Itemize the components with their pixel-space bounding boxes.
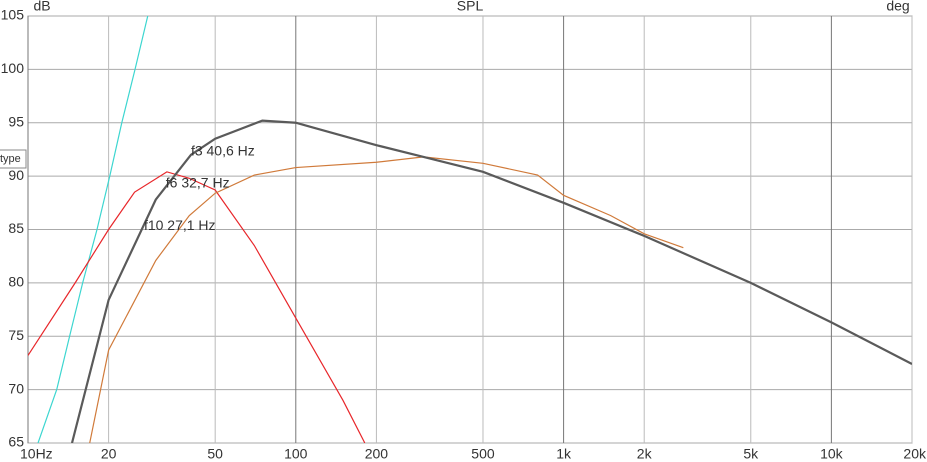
y2-axis-label: deg [886,0,909,14]
y-tick-label: 95 [8,113,24,129]
annotation: f6 32,7 Hz [166,174,230,190]
y-axis-label: dB [33,0,50,14]
x-tick-label: 2k [637,446,653,462]
y-tick-label: 100 [1,60,25,76]
x-tick-label: 200 [365,446,389,462]
x-tick-label: 10Hz [20,446,53,462]
chart-title: SPL [457,0,484,14]
spl-curve [70,119,912,443]
y-tick-label: 85 [8,220,24,236]
y-tick-label: 65 [8,434,24,450]
x-tick-label: 10k [820,446,844,462]
spl-curve [37,16,149,443]
tooltip: type [0,153,21,165]
y-tick-label: 80 [8,274,24,290]
x-tick-label: 20k [903,446,927,462]
x-tick-label: 500 [471,446,495,462]
x-tick-label: 20 [101,446,117,462]
tooltip-box [0,149,27,169]
y-tick-label: 90 [8,167,24,183]
x-tick-label: 50 [207,446,223,462]
annotation: f3 40,6 Hz [191,142,255,158]
annotation: f10 27,1 Hz [144,217,216,233]
x-tick-label: 100 [284,446,308,462]
y-tick-label: 75 [8,327,24,343]
spl-curve [28,171,366,443]
y-tick-label: 105 [1,7,25,23]
x-tick-label: 5k [743,446,759,462]
y-tick-label: 70 [8,380,24,396]
spl-curve [89,156,684,443]
x-tick-label: 1k [556,446,572,462]
